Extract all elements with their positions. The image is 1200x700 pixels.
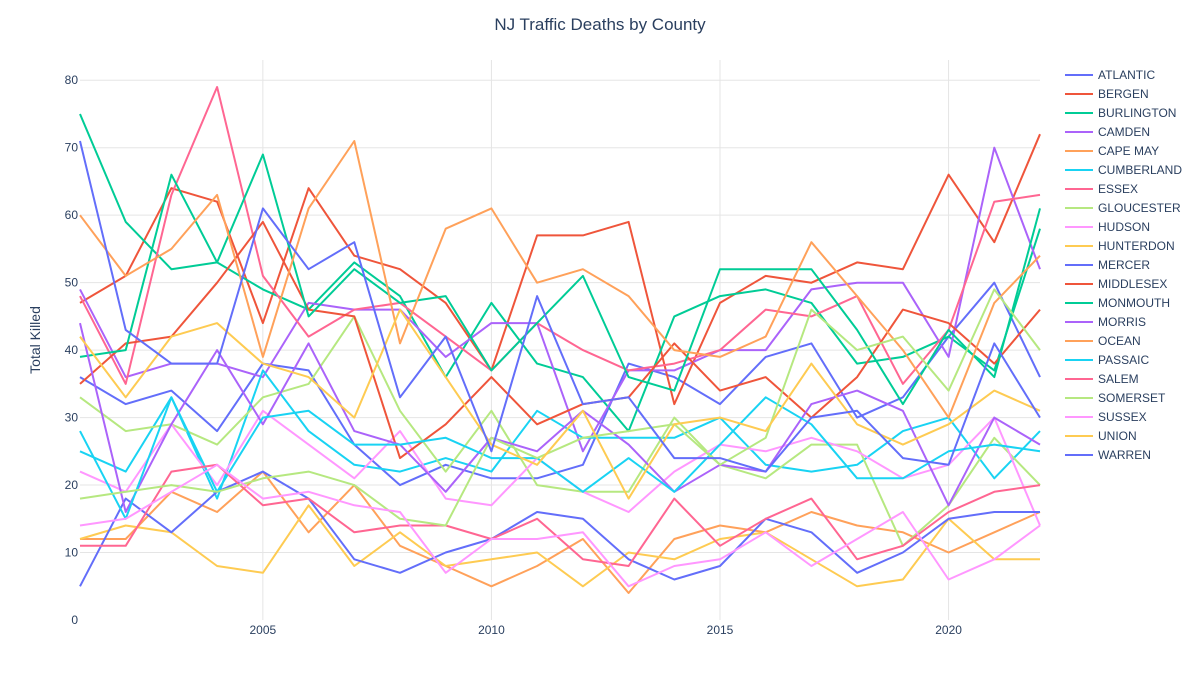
legend-label: OCEAN: [1098, 334, 1141, 348]
y-tick-label: 40: [65, 343, 79, 357]
y-tick-label: 10: [65, 546, 79, 560]
legend-item-gloucester[interactable]: GLOUCESTER: [1065, 201, 1181, 215]
legend-label: MERCER: [1098, 258, 1150, 272]
legend-label: CAMDEN: [1098, 125, 1150, 139]
legend-label: SOMERSET: [1098, 391, 1166, 405]
legend-label: HUDSON: [1098, 220, 1150, 234]
legend-item-burlington[interactable]: BURLINGTON: [1065, 106, 1176, 120]
y-tick-label: 50: [65, 276, 79, 290]
legend-item-monmouth[interactable]: MONMOUTH: [1065, 296, 1170, 310]
legend-label: MORRIS: [1098, 315, 1146, 329]
legend-item-salem[interactable]: SALEM: [1065, 372, 1139, 386]
legend-item-sussex[interactable]: SUSSEX: [1065, 410, 1147, 424]
legend-label: GLOUCESTER: [1098, 201, 1181, 215]
legend-item-ocean[interactable]: OCEAN: [1065, 334, 1141, 348]
x-tick-label: 2005: [250, 623, 277, 637]
y-tick-label: 30: [65, 411, 79, 425]
legend-label: CUMBERLAND: [1098, 163, 1182, 177]
series-line-passaic[interactable]: [79, 396, 1041, 520]
legend-item-bergen[interactable]: BERGEN: [1065, 87, 1149, 101]
legend-item-mercer[interactable]: MERCER: [1065, 258, 1150, 272]
legend-label: PASSAIC: [1098, 353, 1149, 367]
y-axis-title: Total Killed: [27, 306, 43, 374]
x-tick-label: 2020: [935, 623, 962, 637]
series-lines: [79, 86, 1041, 594]
y-axis-ticks: 0 10 20 30 40 50 60 70 80: [65, 73, 79, 627]
legend-label: UNION: [1098, 429, 1137, 443]
y-tick-label: 70: [65, 141, 79, 155]
legend-item-warren[interactable]: WARREN: [1065, 448, 1151, 462]
legend-label: SUSSEX: [1098, 410, 1147, 424]
series-line-monmouth[interactable]: [79, 153, 1041, 406]
series-line-hunterdon[interactable]: [79, 504, 1040, 588]
legend-label: BURLINGTON: [1098, 106, 1176, 120]
series-line-somerset[interactable]: [79, 288, 1041, 527]
legend-item-cumberland[interactable]: CUMBERLAND: [1065, 163, 1182, 177]
legend-item-passaic[interactable]: PASSAIC: [1065, 353, 1149, 367]
series-line-ocean[interactable]: [79, 140, 1041, 419]
legend-item-atlantic[interactable]: ATLANTIC: [1065, 68, 1155, 82]
grid: [80, 60, 1040, 620]
legend-item-essex[interactable]: ESSEX: [1065, 182, 1138, 196]
legend-item-camden[interactable]: CAMDEN: [1065, 125, 1150, 139]
x-tick-label: 2010: [478, 623, 505, 637]
legend-item-union[interactable]: UNION: [1065, 429, 1137, 443]
legend-label: ATLANTIC: [1098, 68, 1155, 82]
legend-item-cape-may[interactable]: CAPE MAY: [1065, 144, 1159, 158]
series-line-gloucester[interactable]: [79, 315, 1041, 547]
series-line-camden[interactable]: [79, 146, 1041, 453]
legend-label: WARREN: [1098, 448, 1151, 462]
series-line-morris[interactable]: [79, 322, 1041, 513]
legend-label: BERGEN: [1098, 87, 1149, 101]
legend-item-hunterdon[interactable]: HUNTERDON: [1065, 239, 1175, 253]
y-tick-label: 0: [71, 613, 78, 627]
legend-item-morris[interactable]: MORRIS: [1065, 315, 1146, 329]
legend-label: MONMOUTH: [1098, 296, 1170, 310]
series-line-cape-may[interactable]: [80, 470, 1041, 594]
series-line-atlantic[interactable]: [79, 281, 1041, 487]
legend-label: ESSEX: [1098, 182, 1138, 196]
x-tick-label: 2015: [707, 623, 734, 637]
legend-label: CAPE MAY: [1098, 144, 1159, 158]
legend-item-somerset[interactable]: SOMERSET: [1065, 391, 1166, 405]
series-line-bergen[interactable]: [79, 133, 1041, 406]
series-line-sussex[interactable]: [79, 463, 1041, 588]
x-axis-ticks: 2005 2010 2015 2020: [250, 623, 963, 637]
legend-label: HUNTERDON: [1098, 239, 1175, 253]
legend-item-hudson[interactable]: HUDSON: [1065, 220, 1150, 234]
series-line-warren[interactable]: [79, 140, 1041, 473]
series-line-cumberland[interactable]: [79, 369, 1041, 500]
chart-title: NJ Traffic Deaths by County: [494, 15, 706, 34]
series-line-essex[interactable]: [79, 86, 1041, 385]
y-tick-label: 20: [65, 478, 79, 492]
legend-item-middlesex[interactable]: MIDDLESEX: [1065, 277, 1167, 291]
legend[interactable]: ATLANTIC BERGEN BURLINGTON CAMDEN CAPE MAY CU…: [1065, 68, 1182, 462]
y-tick-label: 80: [65, 73, 79, 87]
y-tick-label: 60: [65, 208, 79, 222]
legend-label: MIDDLESEX: [1098, 277, 1167, 291]
legend-label: SALEM: [1098, 372, 1139, 386]
